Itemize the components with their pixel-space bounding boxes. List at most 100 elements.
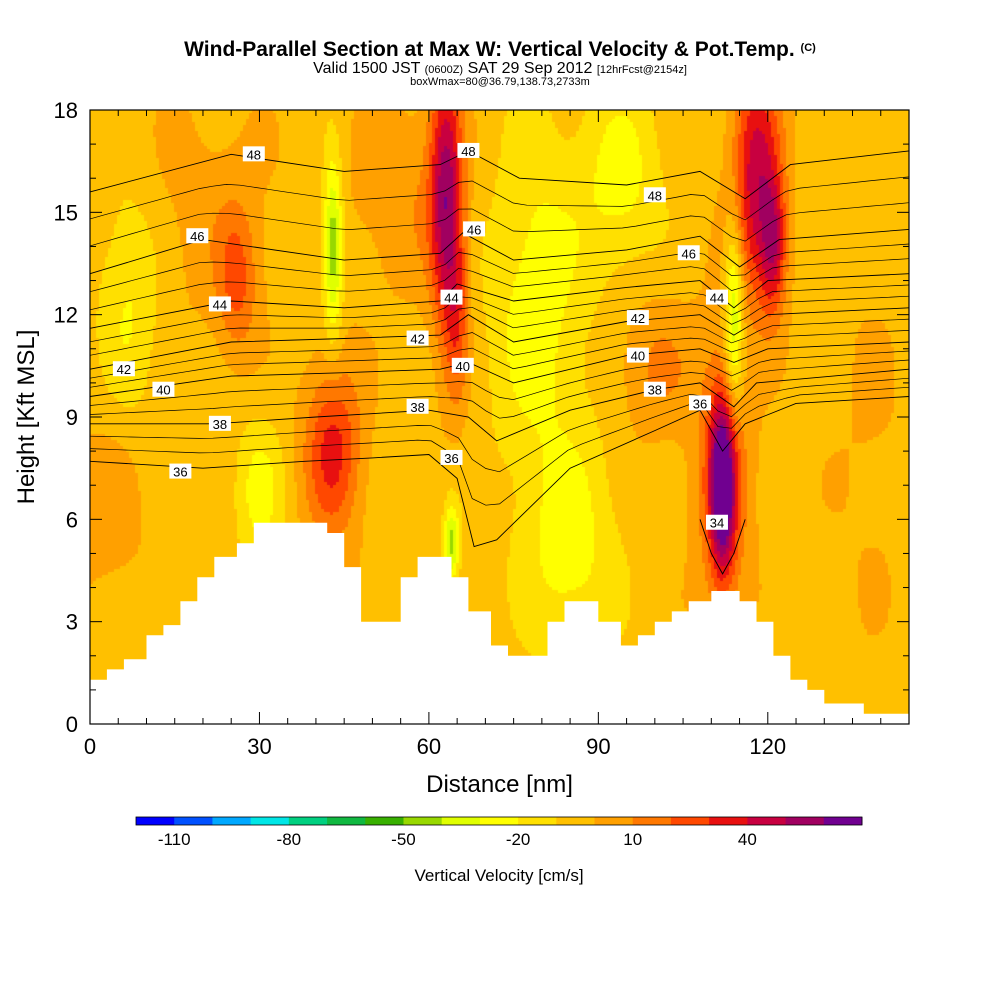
contour-label: 38 xyxy=(643,381,666,398)
colorbar-swatch xyxy=(479,817,519,825)
contour-label-text: 44 xyxy=(213,297,227,312)
contour-label-bg xyxy=(677,245,700,261)
contour-label: 36 xyxy=(440,449,463,466)
colorbar-frame xyxy=(135,816,863,826)
theta-contour-34 xyxy=(699,519,746,575)
theta-contour-minor xyxy=(89,377,910,473)
theta-contour-minor xyxy=(89,284,910,343)
contour-label: 38 xyxy=(208,415,231,432)
colorbar-swatch xyxy=(556,817,596,825)
contour-label: 40 xyxy=(451,357,474,374)
contour-label: 38 xyxy=(406,398,429,415)
contour-label: 40 xyxy=(152,381,175,398)
theta-contour-minor xyxy=(89,243,910,293)
contour-label-text: 36 xyxy=(173,465,187,480)
valid-date: SAT 29 Sep 2012 xyxy=(467,60,593,77)
valid-utc: (0600Z) xyxy=(424,64,464,76)
contour-label-bg xyxy=(626,310,649,326)
x-tick-label: 90 xyxy=(586,734,610,759)
chart-subtitle: Valid 1500 JST (0600Z) SAT 29 Sep 2012 [… xyxy=(0,60,1000,78)
theta-contour-minor xyxy=(89,350,910,406)
contour-label: 42 xyxy=(626,310,649,326)
colorbar-tick-label: 10 xyxy=(623,830,642,849)
colorbar-swatch xyxy=(288,817,328,825)
contour-label-bg xyxy=(440,449,463,465)
colorbar-tick-label: -20 xyxy=(506,830,531,849)
theta-contour-minor xyxy=(89,202,910,247)
theta-contour-minor xyxy=(89,176,910,221)
contour-label-text: 48 xyxy=(461,144,475,159)
contour-label-text: 48 xyxy=(247,147,261,162)
valid-time: Valid 1500 JST xyxy=(313,60,421,77)
y-tick-label: 18 xyxy=(54,98,78,123)
contour-label-text: 36 xyxy=(444,451,458,466)
contour-label-bg xyxy=(451,357,474,373)
x-tick-label: 120 xyxy=(749,734,786,759)
y-tick-label: 9 xyxy=(66,405,78,430)
y-tick-label: 0 xyxy=(66,712,78,737)
contour-label-bg xyxy=(112,361,135,377)
contour-label: 46 xyxy=(186,228,209,244)
colorbar-tick-label: 40 xyxy=(738,830,757,849)
contour-label: 48 xyxy=(643,187,666,203)
contour-label-text: 44 xyxy=(710,291,724,306)
y-tick-label: 6 xyxy=(66,507,78,532)
contour-label-text: 48 xyxy=(648,188,662,203)
terrain xyxy=(90,522,909,724)
contour-label-text: 38 xyxy=(410,400,424,415)
colorbar-swatch xyxy=(365,817,404,825)
contour-label-text: 34 xyxy=(710,516,724,531)
colorbar-swatch xyxy=(136,817,175,825)
contour-label-bg xyxy=(169,463,192,479)
colorbar-swatch xyxy=(594,817,634,825)
contour-label-text: 42 xyxy=(410,332,424,347)
contour-label-text: 38 xyxy=(648,383,662,398)
plot-area: 48 48 48 46 46 46 44 44 44 42 42 42 40 40 40 38 38 38 36 36… xyxy=(89,110,910,724)
colorbar-tick-label: -110 xyxy=(158,830,191,849)
contour-label: 36 xyxy=(689,395,712,411)
contour-label-bg xyxy=(406,330,429,346)
contour-label: 34 xyxy=(705,514,728,531)
contour-label-text: 46 xyxy=(681,246,695,261)
colorbar: -110 -80 -50 -20 10 40 Vertical Velocity [cm/s… xyxy=(135,816,863,885)
colorbar-swatch xyxy=(670,817,710,825)
colorbar-tick-label: -80 xyxy=(277,830,302,849)
contour-label: 36 xyxy=(169,463,192,480)
contour-label-bg xyxy=(152,381,175,397)
colorbar-swatch xyxy=(785,817,825,825)
contour-label: 48 xyxy=(457,142,480,159)
x-axis-title: Distance [nm] xyxy=(426,771,573,798)
colorbar-swatch xyxy=(823,817,863,825)
theta-contour-minor xyxy=(89,386,910,506)
theta-contour-38 xyxy=(90,368,910,442)
contour-label-text: 42 xyxy=(117,362,131,377)
contour-label: 44 xyxy=(440,289,463,306)
contour-label-text: 40 xyxy=(456,359,470,374)
contour-label-bg xyxy=(626,347,649,363)
contour-label-bg xyxy=(457,142,480,158)
contour-label-bg xyxy=(689,395,712,411)
x-tick-label: 60 xyxy=(417,734,441,759)
contour-label-bg xyxy=(208,296,231,312)
theta-contour-36 xyxy=(89,396,910,548)
y-tick-label: 12 xyxy=(54,303,78,328)
y-tick-label: 15 xyxy=(54,200,78,225)
theta-contour-minor xyxy=(89,318,910,379)
x-tick-label: 30 xyxy=(247,734,271,759)
contour-label-text: 38 xyxy=(213,417,227,432)
contour-label-bg xyxy=(463,221,486,237)
chart-title: Wind-Parallel Section at Max W: Vertical… xyxy=(0,38,1000,62)
theta-contour-46 xyxy=(89,228,910,275)
contour-label: 46 xyxy=(677,245,700,261)
contour-labels: 48 48 48 46 46 46 44 44 44 42 42 42 40 40 40 38 38 38 36 36… xyxy=(112,142,728,531)
colorbar-swatch xyxy=(518,817,557,825)
contour-label-text: 46 xyxy=(467,222,481,237)
contour-label: 48 xyxy=(242,146,265,162)
forecast-info: [12hrFcst@2154z] xyxy=(596,64,687,76)
contour-label-text: 42 xyxy=(631,311,645,326)
colorbar-swatch xyxy=(174,817,213,825)
theta-contour-minor xyxy=(89,330,910,388)
colorbar-swatch xyxy=(709,817,748,825)
